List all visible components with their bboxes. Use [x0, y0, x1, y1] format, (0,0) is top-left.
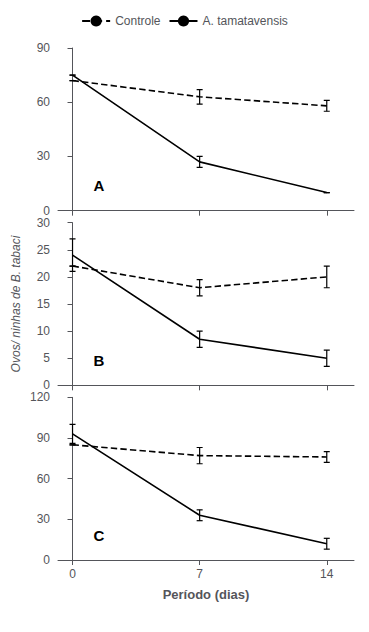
- svg-text:30: 30: [37, 216, 51, 230]
- svg-text:0: 0: [43, 203, 50, 218]
- svg-text:30: 30: [37, 512, 51, 526]
- svg-text:5: 5: [43, 351, 50, 365]
- svg-text:0: 0: [69, 567, 76, 581]
- svg-text:B: B: [94, 352, 105, 369]
- svg-text:60: 60: [37, 472, 51, 486]
- svg-text:90: 90: [37, 41, 51, 55]
- svg-text:90: 90: [37, 431, 51, 445]
- svg-text:Controle: Controle: [115, 14, 161, 28]
- svg-text:25: 25: [37, 243, 51, 257]
- svg-text:C: C: [94, 527, 105, 544]
- svg-text:Ovos/ ninhas de B. tabaci: Ovos/ ninhas de B. tabaci: [9, 235, 23, 372]
- svg-text:Período (dias): Período (dias): [163, 587, 250, 602]
- svg-text:60: 60: [37, 95, 51, 109]
- svg-text:0: 0: [43, 553, 50, 567]
- svg-text:15: 15: [37, 297, 51, 311]
- svg-text:A. tamatavensis: A. tamatavensis: [202, 14, 287, 28]
- svg-text:14: 14: [320, 567, 334, 581]
- svg-text:20: 20: [37, 270, 51, 284]
- svg-text:A: A: [94, 177, 105, 194]
- svg-text:120: 120: [30, 390, 50, 404]
- svg-text:30: 30: [37, 149, 51, 163]
- svg-text:10: 10: [37, 324, 51, 338]
- svg-text:7: 7: [196, 567, 203, 581]
- svg-text:0: 0: [43, 378, 50, 393]
